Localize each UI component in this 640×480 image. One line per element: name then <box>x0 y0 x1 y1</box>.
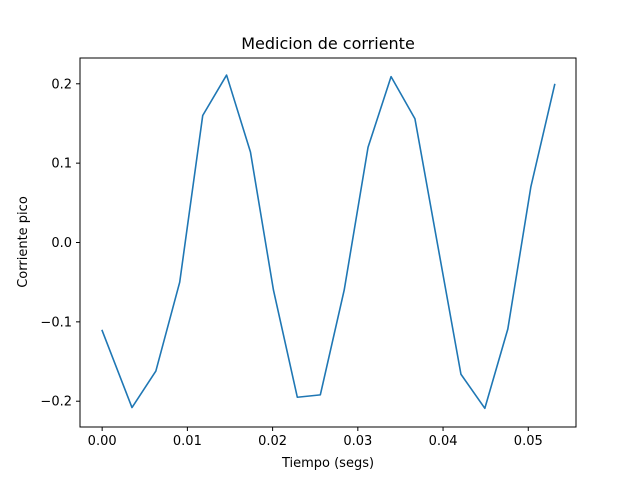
y-tick-label: −0.2 <box>40 395 72 410</box>
y-tick-label: −0.1 <box>40 315 72 330</box>
x-tick-label: 0.02 <box>258 434 287 449</box>
y-tick-label: 0.1 <box>51 157 72 172</box>
y-tick-label: 0.0 <box>51 236 72 251</box>
plot-content <box>101 74 556 410</box>
x-tick-label: 0.01 <box>173 434 202 449</box>
y-tick-label: 0.2 <box>51 77 72 92</box>
x-axis-label: Tiempo (segs) <box>281 456 374 471</box>
y-axis-ticks: −0.2 −0.1 0.0 0.1 0.2 <box>40 77 80 410</box>
x-tick-label: 0.05 <box>514 434 543 449</box>
x-tick-label: 0.04 <box>429 434 458 449</box>
x-tick-label: 0.03 <box>343 434 372 449</box>
chart-title: Medicion de corriente <box>241 34 415 53</box>
series-line-0 <box>101 74 556 410</box>
x-tick-label: 0.00 <box>88 434 117 449</box>
y-axis-label: Corriente pico <box>16 196 31 288</box>
x-axis-ticks: 0.00 0.01 0.02 0.03 0.04 0.05 <box>88 427 543 449</box>
